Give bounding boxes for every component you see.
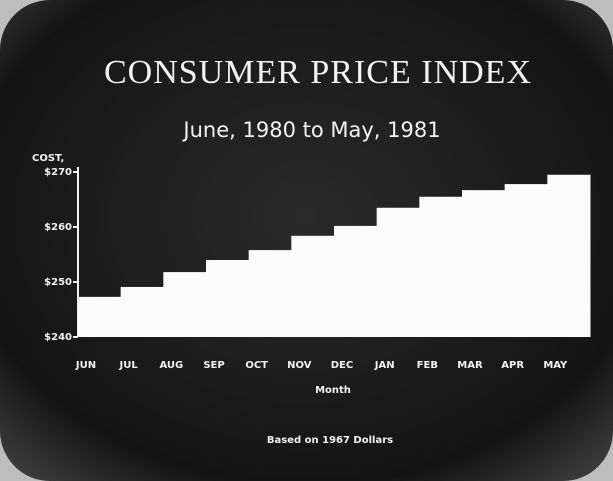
x-tick-label: APR — [501, 360, 524, 371]
bar — [462, 190, 505, 337]
x-axis-label: Month — [315, 385, 351, 396]
chart: CONSUMER PRICE INDEX June, 1980 to May, … — [0, 0, 613, 481]
bar — [121, 287, 164, 337]
x-tick-label: DEC — [331, 360, 353, 371]
x-tick-label: JUL — [119, 360, 139, 371]
bar — [419, 197, 462, 337]
y-axis-label: COST, — [32, 153, 64, 164]
x-tick-label: NOV — [287, 360, 312, 371]
bar — [163, 272, 206, 337]
x-tick-label: AUG — [159, 360, 183, 371]
x-tick-label: JUN — [75, 360, 96, 371]
bar — [505, 184, 548, 337]
bar — [377, 208, 420, 337]
bar — [249, 250, 292, 337]
y-tick-label: $240 — [44, 332, 72, 343]
x-tick-label: OCT — [245, 360, 268, 371]
bar — [206, 260, 249, 337]
x-tick-label: MAR — [457, 360, 483, 371]
bar — [78, 297, 121, 337]
chart-subtitle: June, 1980 to May, 1981 — [181, 118, 440, 142]
y-tick-label: $250 — [44, 277, 72, 288]
y-tick-label: $260 — [44, 222, 72, 233]
x-tick-label: FEB — [417, 360, 438, 371]
footnote: Based on 1967 Dollars — [267, 435, 393, 446]
bar — [334, 226, 377, 337]
x-tick-label: SEP — [203, 360, 224, 371]
x-tick-label: MAY — [543, 360, 568, 371]
bar — [291, 236, 334, 337]
bar — [547, 175, 590, 337]
chart-title: CONSUMER PRICE INDEX — [104, 54, 532, 91]
x-tick-label: JAN — [374, 360, 395, 371]
y-tick-label: $270 — [44, 167, 72, 178]
